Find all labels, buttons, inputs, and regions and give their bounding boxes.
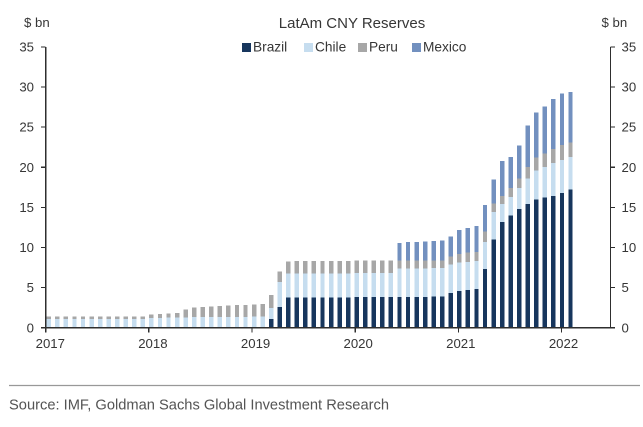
svg-text:35: 35 xyxy=(19,40,34,55)
svg-text:25: 25 xyxy=(19,120,34,135)
svg-text:2020: 2020 xyxy=(344,336,373,351)
svg-text:20: 20 xyxy=(19,160,34,175)
svg-text:10: 10 xyxy=(622,240,637,255)
svg-text:Chile: Chile xyxy=(315,40,346,55)
svg-text:$ bn: $ bn xyxy=(24,15,50,30)
svg-text:35: 35 xyxy=(622,40,637,55)
svg-text:5: 5 xyxy=(27,280,34,295)
svg-text:2018: 2018 xyxy=(138,336,167,351)
svg-text:2022: 2022 xyxy=(549,336,578,351)
svg-text:Brazil: Brazil xyxy=(253,40,287,55)
svg-text:LatAm CNY Reserves: LatAm CNY Reserves xyxy=(279,15,425,32)
svg-text:30: 30 xyxy=(622,80,637,95)
svg-text:20: 20 xyxy=(622,160,637,175)
svg-text:10: 10 xyxy=(19,240,34,255)
svg-text:5: 5 xyxy=(622,280,629,295)
svg-text:15: 15 xyxy=(622,200,637,215)
svg-text:2021: 2021 xyxy=(446,336,475,351)
svg-text:0: 0 xyxy=(622,320,629,335)
svg-text:0: 0 xyxy=(27,320,34,335)
svg-text:$ bn: $ bn xyxy=(602,15,628,30)
svg-text:15: 15 xyxy=(19,200,34,215)
svg-text:Source: IMF, Goldman Sachs Glo: Source: IMF, Goldman Sachs Global Invest… xyxy=(9,397,389,414)
svg-text:Peru: Peru xyxy=(369,40,398,55)
svg-text:Mexico: Mexico xyxy=(423,40,467,55)
svg-text:2019: 2019 xyxy=(241,336,270,351)
svg-text:25: 25 xyxy=(622,120,637,135)
svg-text:2017: 2017 xyxy=(36,336,65,351)
svg-text:30: 30 xyxy=(19,80,34,95)
